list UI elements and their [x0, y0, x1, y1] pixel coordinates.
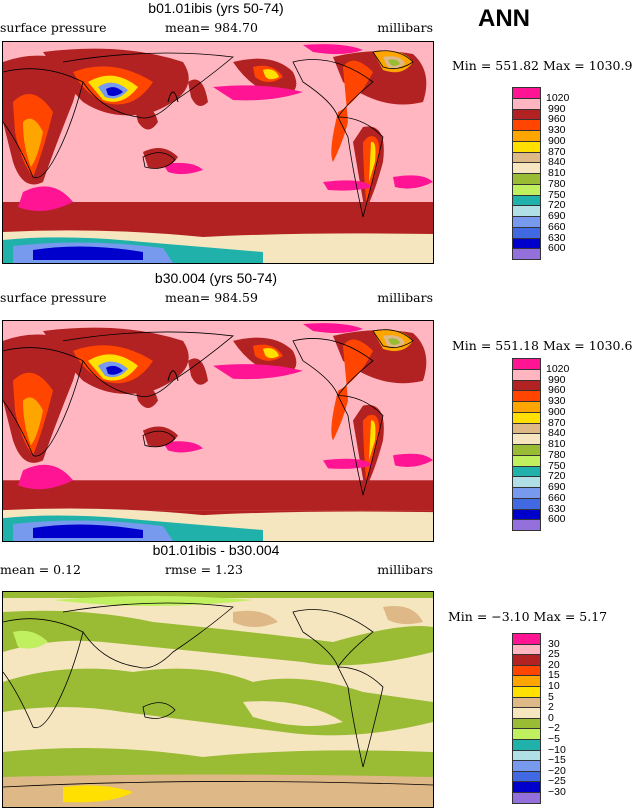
panel-min-max: Min = −3.10 Max = 5.17 [448, 609, 608, 624]
legend-label: 840 [548, 156, 566, 169]
legend-label: −2 [548, 722, 560, 735]
legend-label: 930 [548, 124, 566, 136]
panel-mean-label: mean= 984.70 [165, 20, 258, 35]
legend-label: 810 [548, 438, 566, 450]
legend-label: −5 [548, 733, 560, 745]
panel-units: millibars [377, 20, 433, 35]
panel-mean-label: rmse = 1.23 [165, 562, 243, 577]
legend-label: 690 [548, 210, 566, 222]
legend-label: 20 [548, 658, 560, 671]
panel-min-max: Min = 551.82 Max = 1030.97 [452, 58, 633, 73]
legend-label: 2 [548, 701, 554, 714]
panel-min-max: Min = 551.18 Max = 1030.66 [452, 338, 633, 353]
legend-label: 780 [548, 177, 566, 190]
legend-label: 720 [548, 199, 566, 212]
panel-left-label: mean = 0.12 [0, 562, 82, 577]
panel-title: b01.01ibis - b30.004 [152, 542, 280, 558]
map-panel [2, 41, 434, 264]
legend-label: 690 [548, 481, 566, 493]
legend-label: 750 [548, 459, 566, 472]
panel-left-label: surface pressure [0, 20, 107, 35]
legend-label: 990 [548, 373, 566, 386]
legend-label: 630 [548, 502, 566, 515]
panel-title: b01.01ibis (yrs 50-74) [148, 0, 284, 16]
legend-label: 960 [548, 113, 566, 126]
legend-label: 780 [548, 448, 566, 461]
legend-label: 750 [548, 188, 566, 201]
map-panel [2, 320, 434, 542]
legend-swatch [512, 248, 541, 260]
legend-swatch [512, 792, 541, 804]
legend-label: 10 [548, 680, 560, 692]
panel-title: b30.004 (yrs 50-74) [154, 270, 278, 286]
panel-units: millibars [377, 290, 433, 305]
legend-label: 930 [548, 395, 566, 407]
legend-label: 0 [548, 711, 554, 724]
legend-label: −10 [548, 743, 566, 756]
legend-label: −25 [548, 775, 566, 788]
legend-label: 870 [548, 416, 566, 429]
legend-label: 600 [548, 242, 566, 255]
legend-label: 840 [548, 427, 566, 440]
legend-swatch [512, 519, 541, 531]
panel-mean-label: mean= 984.59 [165, 290, 258, 305]
legend-label: 30 [548, 637, 560, 650]
legend-label: 720 [548, 470, 566, 483]
legend-label: 5 [548, 690, 554, 703]
legend-label: 660 [548, 491, 566, 504]
legend-label: 810 [548, 167, 566, 179]
season-label: ANN [478, 5, 530, 32]
legend-label: 25 [548, 648, 560, 661]
legend-label: −20 [548, 764, 566, 777]
legend-label: 990 [548, 102, 566, 115]
legend-label: 900 [548, 405, 566, 418]
panel-units: millibars [377, 562, 433, 577]
legend-label: 960 [548, 384, 566, 397]
legend-label: −30 [548, 786, 566, 798]
legend-label: −15 [548, 754, 566, 767]
panel-left-label: surface pressure [0, 290, 107, 305]
legend-label: 1020 [546, 91, 570, 104]
legend-label: 660 [548, 220, 566, 233]
map-panel [2, 591, 434, 808]
legend-label: 600 [548, 513, 566, 526]
legend-label: 15 [548, 669, 560, 682]
legend-label: 630 [548, 231, 566, 244]
legend-label: 870 [548, 145, 566, 158]
legend-label: 900 [548, 134, 566, 147]
legend-label: 1020 [546, 362, 570, 375]
